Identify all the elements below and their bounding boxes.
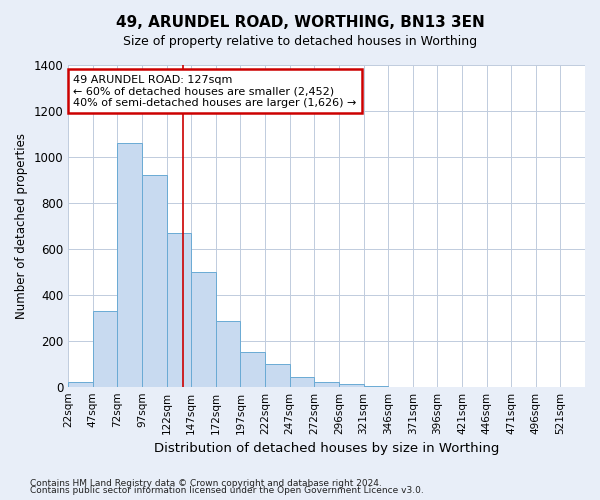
Text: 49 ARUNDEL ROAD: 127sqm
← 60% of detached houses are smaller (2,452)
40% of semi: 49 ARUNDEL ROAD: 127sqm ← 60% of detache…: [73, 74, 357, 108]
Bar: [290, 378, 314, 386]
Bar: [265, 364, 290, 386]
Bar: [68, 382, 93, 386]
Bar: [339, 384, 364, 386]
Bar: [118, 143, 142, 386]
Text: Size of property relative to detached houses in Worthing: Size of property relative to detached ho…: [123, 35, 477, 48]
Bar: [241, 352, 265, 386]
Text: Contains HM Land Registry data © Crown copyright and database right 2024.: Contains HM Land Registry data © Crown c…: [30, 478, 382, 488]
Bar: [142, 176, 167, 386]
Bar: [314, 382, 339, 386]
Bar: [167, 232, 191, 386]
Text: 49, ARUNDEL ROAD, WORTHING, BN13 3EN: 49, ARUNDEL ROAD, WORTHING, BN13 3EN: [116, 15, 484, 30]
Bar: [191, 272, 216, 386]
Y-axis label: Number of detached properties: Number of detached properties: [15, 133, 28, 319]
Bar: [93, 311, 118, 386]
X-axis label: Distribution of detached houses by size in Worthing: Distribution of detached houses by size …: [154, 442, 499, 455]
Bar: [216, 321, 241, 386]
Text: Contains public sector information licensed under the Open Government Licence v3: Contains public sector information licen…: [30, 486, 424, 495]
